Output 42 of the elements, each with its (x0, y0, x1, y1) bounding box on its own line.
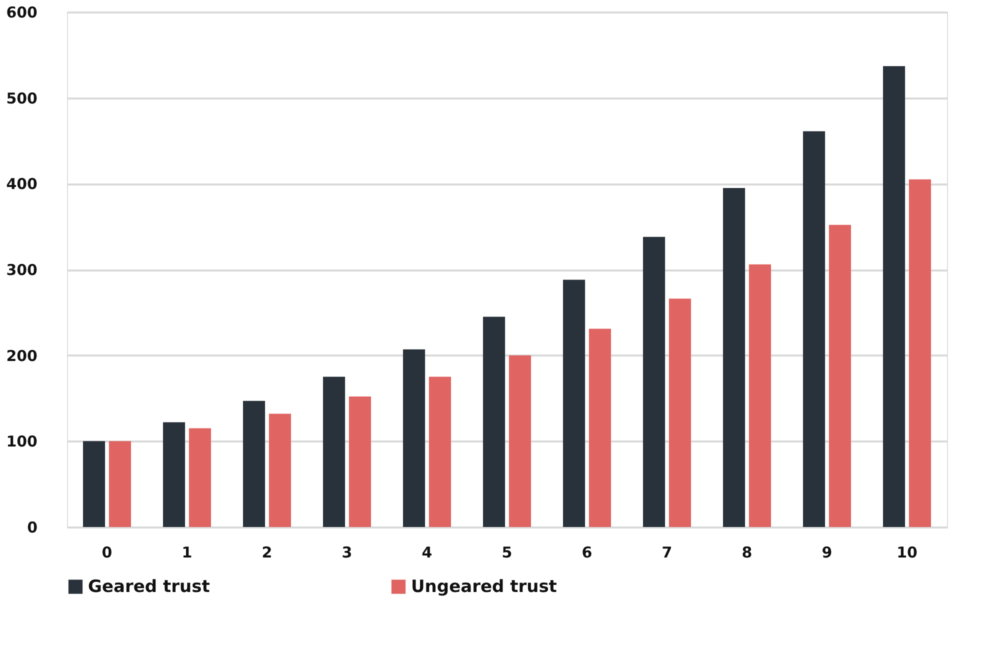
y-tick-label: 500 (6, 89, 38, 108)
y-tick-label: 0 (27, 518, 38, 536)
x-tick-label: 7 (662, 544, 672, 562)
y-tick-label: 300 (6, 261, 38, 279)
x-tick-label: 9 (822, 544, 832, 562)
bar (828, 224, 851, 527)
bar (748, 264, 771, 527)
y-tick-label: 200 (6, 346, 38, 365)
legend-label: Geared trust (88, 576, 210, 597)
x-tick-label: 5 (502, 544, 512, 562)
bar (908, 179, 931, 527)
x-tick-label: 0 (102, 544, 112, 562)
x-tick-label: 2 (262, 544, 272, 562)
x-tick-label: 10 (896, 544, 918, 562)
bar (83, 441, 106, 527)
bar (483, 316, 506, 527)
bar (243, 400, 266, 527)
bar (668, 298, 691, 527)
y-tick-label: 100 (6, 432, 38, 451)
bar (163, 422, 186, 527)
bar (803, 131, 826, 527)
bar (508, 355, 531, 527)
bar (188, 428, 211, 527)
bar (268, 414, 291, 527)
x-tick-label: 1 (182, 544, 192, 562)
bar (563, 280, 586, 527)
bar (883, 66, 906, 527)
y-tick-label: 600 (6, 4, 38, 22)
legend-label: Ungeared trust (411, 576, 557, 597)
bar (588, 328, 611, 527)
y-tick-label: 400 (6, 175, 38, 194)
bar (108, 441, 131, 527)
bar (323, 376, 346, 527)
bar (428, 376, 451, 527)
x-tick-label: 6 (582, 544, 592, 562)
bar (403, 349, 426, 527)
bar (723, 188, 746, 527)
x-tick-label: 4 (422, 544, 432, 562)
x-tick-label: 8 (742, 544, 752, 562)
bar (643, 236, 666, 527)
x-tick-label: 3 (342, 544, 352, 562)
bar (348, 396, 371, 527)
